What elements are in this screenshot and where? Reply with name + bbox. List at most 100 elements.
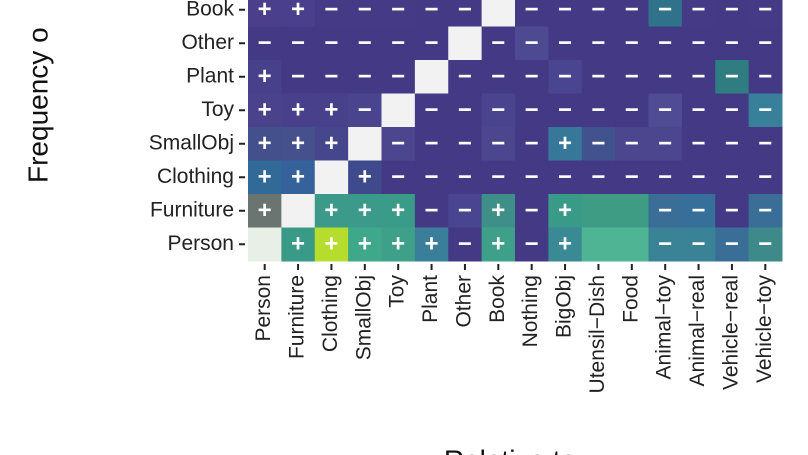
cell-sign: − (725, 231, 739, 258)
x-tick-label: Vehicle−real (719, 275, 742, 390)
cell (581, 127, 616, 161)
cell (314, 160, 349, 195)
cell-sign: − (324, 63, 338, 90)
cell (481, 194, 516, 228)
cell-sign: − (625, 30, 639, 57)
cell-sign: − (425, 0, 439, 23)
cell-sign: − (625, 63, 639, 90)
cell (548, 227, 583, 262)
cell (348, 26, 382, 61)
cell-sign: + (358, 231, 372, 258)
cell (414, 93, 449, 128)
cell (581, 60, 616, 94)
cell (281, 227, 316, 262)
cell-sign: − (525, 97, 539, 124)
cell-sign: − (491, 97, 505, 124)
cell-sign: + (558, 130, 572, 157)
cell-sign: − (658, 164, 672, 191)
cell (281, 127, 316, 161)
cell-sign: − (525, 30, 539, 57)
cell-sign: − (491, 130, 505, 157)
cell-sign: − (525, 231, 539, 258)
cell (581, 26, 616, 61)
cell (748, 93, 783, 128)
cell (581, 93, 616, 128)
cell-sign: − (692, 164, 706, 191)
cell-sign: − (725, 197, 739, 224)
cell-sign: + (324, 197, 338, 224)
cell (748, 227, 783, 262)
y-tick-label: SmallObj (149, 131, 234, 154)
cell-sign: − (625, 164, 639, 191)
cell (448, 0, 483, 27)
cell (381, 0, 416, 27)
cell (681, 227, 716, 262)
cell-sign: − (558, 164, 572, 191)
cell-sign: − (758, 30, 772, 57)
cell (381, 127, 416, 161)
y-tick-label: Clothing (157, 165, 234, 188)
cell (448, 60, 483, 94)
cell (381, 160, 416, 195)
cell (448, 160, 483, 195)
cell (448, 93, 483, 128)
cell (681, 160, 716, 195)
cell (515, 26, 549, 61)
cell (648, 160, 683, 195)
cell (548, 194, 583, 228)
x-tick-label: Food (619, 275, 642, 323)
cell-sign: − (692, 30, 706, 57)
cell-sign: − (491, 30, 505, 57)
cell (414, 160, 449, 195)
cell-sign: − (391, 30, 405, 57)
cell-sign: − (291, 30, 305, 57)
cell (615, 160, 649, 195)
cell-sign: − (591, 97, 605, 124)
x-tick-label: Furniture (286, 275, 309, 359)
cell (248, 26, 282, 61)
cell-sign: + (258, 164, 272, 191)
cell-sign: − (258, 30, 272, 57)
cell-sign: − (525, 164, 539, 191)
cell (414, 0, 449, 27)
cell (615, 26, 649, 61)
cell (281, 160, 316, 195)
cell-sign: − (658, 130, 672, 157)
cell (481, 160, 516, 195)
cell (414, 127, 449, 161)
cell-sign: − (692, 130, 706, 157)
cell (515, 194, 549, 228)
cell (581, 194, 616, 228)
cell-sign: + (258, 0, 272, 23)
cell (548, 60, 583, 94)
y-tick-label: Other (181, 31, 234, 54)
cell-sign: − (758, 130, 772, 157)
cell-sign: − (658, 197, 672, 224)
cell (615, 60, 649, 94)
cell-sign: − (591, 0, 605, 23)
cell-sign: − (658, 97, 672, 124)
cell (281, 26, 316, 61)
cell (681, 194, 716, 228)
cell-sign: + (391, 197, 405, 224)
cell-sign: − (458, 197, 472, 224)
cell (715, 127, 750, 161)
cell (515, 0, 549, 27)
cell (648, 60, 683, 94)
cell (448, 127, 483, 161)
cell (581, 0, 616, 27)
x-tick-label: Person (252, 275, 275, 342)
cell (715, 227, 750, 262)
cell (748, 160, 783, 195)
cell-sign: − (525, 130, 539, 157)
cell-sign: + (324, 231, 338, 258)
cell-sign: − (391, 130, 405, 157)
cell (348, 60, 382, 94)
cell (314, 227, 349, 262)
cell (681, 26, 716, 61)
cell-sign: + (558, 197, 572, 224)
cell-sign: − (725, 30, 739, 57)
cell (448, 227, 483, 262)
cell-sign: − (758, 0, 772, 23)
cell (481, 127, 516, 161)
